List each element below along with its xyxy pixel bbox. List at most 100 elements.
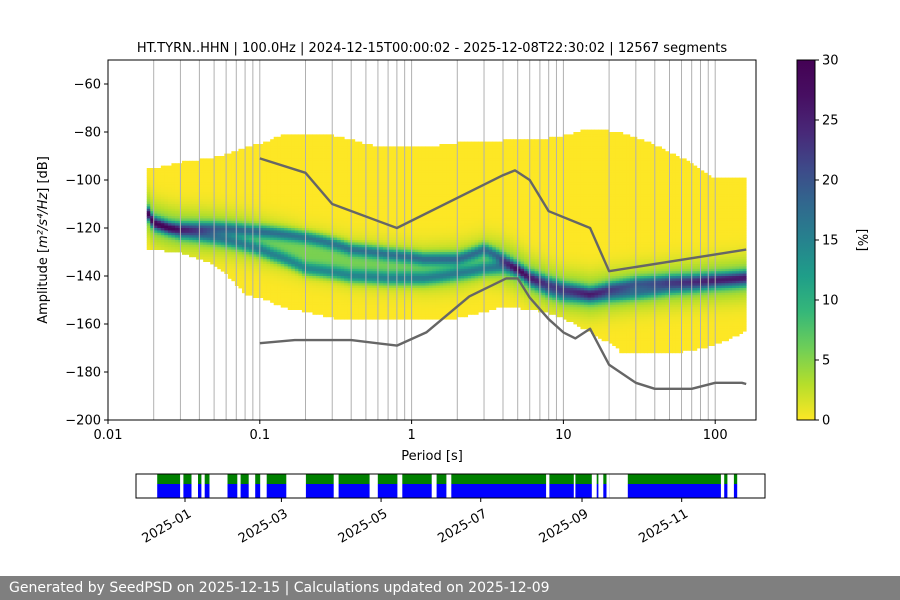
heatmap-cell	[337, 276, 342, 279]
heatmap-cell	[347, 139, 352, 142]
heatmap-cell	[340, 300, 345, 303]
heatmap-cell	[203, 237, 208, 241]
heatmap-cell	[277, 177, 282, 181]
heatmap-cell	[153, 192, 158, 195]
heatmap-cell	[150, 194, 155, 198]
heatmap-cell	[358, 204, 363, 207]
heatmap-cell	[326, 278, 331, 282]
heatmap-cell	[340, 192, 345, 195]
heatmap-cell	[238, 228, 243, 231]
heatmap-cell	[231, 160, 236, 164]
heatmap-cell	[227, 271, 232, 274]
heatmap-cell	[231, 240, 236, 243]
heatmap-cell	[192, 208, 197, 212]
heatmap-cell	[231, 264, 236, 267]
heatmap-cell	[411, 290, 416, 294]
heatmap-cell	[280, 144, 285, 147]
heatmap-cell	[284, 300, 289, 303]
heatmap-cell	[238, 168, 243, 171]
heatmap-cell	[167, 247, 172, 250]
heatmap-cell	[344, 249, 349, 253]
heatmap-cell	[227, 242, 232, 246]
heatmap-cell	[319, 180, 324, 183]
heatmap-cell	[301, 249, 306, 253]
heatmap-cell	[340, 199, 345, 202]
heatmap-cell	[400, 206, 405, 210]
heatmap-cell	[167, 235, 172, 238]
heatmap-cell	[390, 276, 394, 279]
heatmap-cell	[323, 228, 327, 231]
heatmap-cell	[428, 184, 433, 188]
heatmap-cell	[400, 292, 405, 296]
heatmap-cell	[213, 249, 218, 253]
heatmap-cell	[284, 230, 289, 234]
heatmap-cell	[354, 223, 359, 226]
heatmap-cell	[407, 285, 412, 289]
heatmap-cell	[361, 271, 366, 274]
heatmap-cell	[308, 172, 313, 176]
heatmap-cell	[217, 160, 222, 164]
heatmap-cell	[404, 189, 409, 193]
heatmap-cell	[425, 295, 430, 298]
heatmap-cell	[383, 295, 387, 298]
heatmap-cell	[319, 165, 324, 169]
heatmap-cell	[249, 206, 253, 210]
heatmap-cell	[199, 201, 204, 205]
heatmap-cell	[245, 158, 250, 162]
heatmap-cell	[234, 153, 239, 157]
heatmap-cell	[210, 160, 215, 164]
heatmap-cell	[259, 295, 264, 298]
heatmap-cell	[316, 182, 320, 186]
heatmap-cell	[340, 232, 345, 236]
heatmap-cell	[361, 295, 366, 298]
heatmap-cell	[368, 285, 373, 289]
heatmap-cell	[428, 170, 433, 174]
heatmap-cell	[308, 134, 313, 138]
heatmap-cell	[390, 271, 394, 274]
heatmap-cell	[206, 225, 211, 229]
heatmap-cell	[301, 175, 306, 178]
heatmap-cell	[259, 213, 264, 217]
heatmap-cell	[418, 218, 423, 222]
heatmap-cell	[234, 180, 239, 183]
heatmap-cell	[354, 165, 359, 169]
heatmap-cell	[241, 266, 246, 270]
heatmap-cell	[298, 192, 303, 195]
heatmap-cell	[347, 292, 352, 296]
heatmap-cell	[414, 148, 419, 152]
heatmap-cell	[421, 304, 426, 308]
heatmap-cell	[319, 247, 324, 250]
heatmap-cell	[206, 189, 211, 193]
heatmap-cell	[217, 244, 222, 248]
heatmap-cell	[203, 160, 208, 164]
heatmap-cell	[213, 232, 218, 236]
heatmap-cell	[287, 237, 292, 241]
heatmap-cell	[354, 285, 359, 289]
heatmap-cell	[160, 216, 165, 219]
heatmap-cell	[146, 180, 151, 183]
heatmap-cell	[323, 280, 327, 284]
heatmap-cell	[284, 256, 289, 260]
heatmap-cell	[351, 268, 356, 272]
heatmap-cell	[241, 206, 246, 210]
heatmap-cell	[301, 280, 306, 284]
heatmap-cell	[273, 196, 278, 200]
heatmap-cell	[249, 244, 253, 248]
heatmap-cell	[284, 192, 289, 195]
heatmap-cell	[390, 151, 394, 154]
heatmap-cell	[210, 158, 215, 162]
heatmap-cell	[189, 220, 193, 224]
heatmap-cell	[196, 225, 201, 229]
heatmap-cell	[146, 237, 151, 241]
heatmap-cell	[234, 163, 239, 166]
heatmap-cell	[305, 196, 310, 200]
heatmap-cell	[245, 268, 250, 272]
heatmap-cell	[252, 242, 257, 246]
heatmap-cell	[337, 165, 342, 169]
heatmap-cell	[354, 216, 359, 219]
heatmap-cell	[287, 163, 292, 166]
heatmap-cell	[361, 230, 366, 234]
heatmap-cell	[340, 288, 345, 291]
heatmap-cell	[199, 213, 204, 217]
heatmap-cell	[397, 228, 402, 231]
